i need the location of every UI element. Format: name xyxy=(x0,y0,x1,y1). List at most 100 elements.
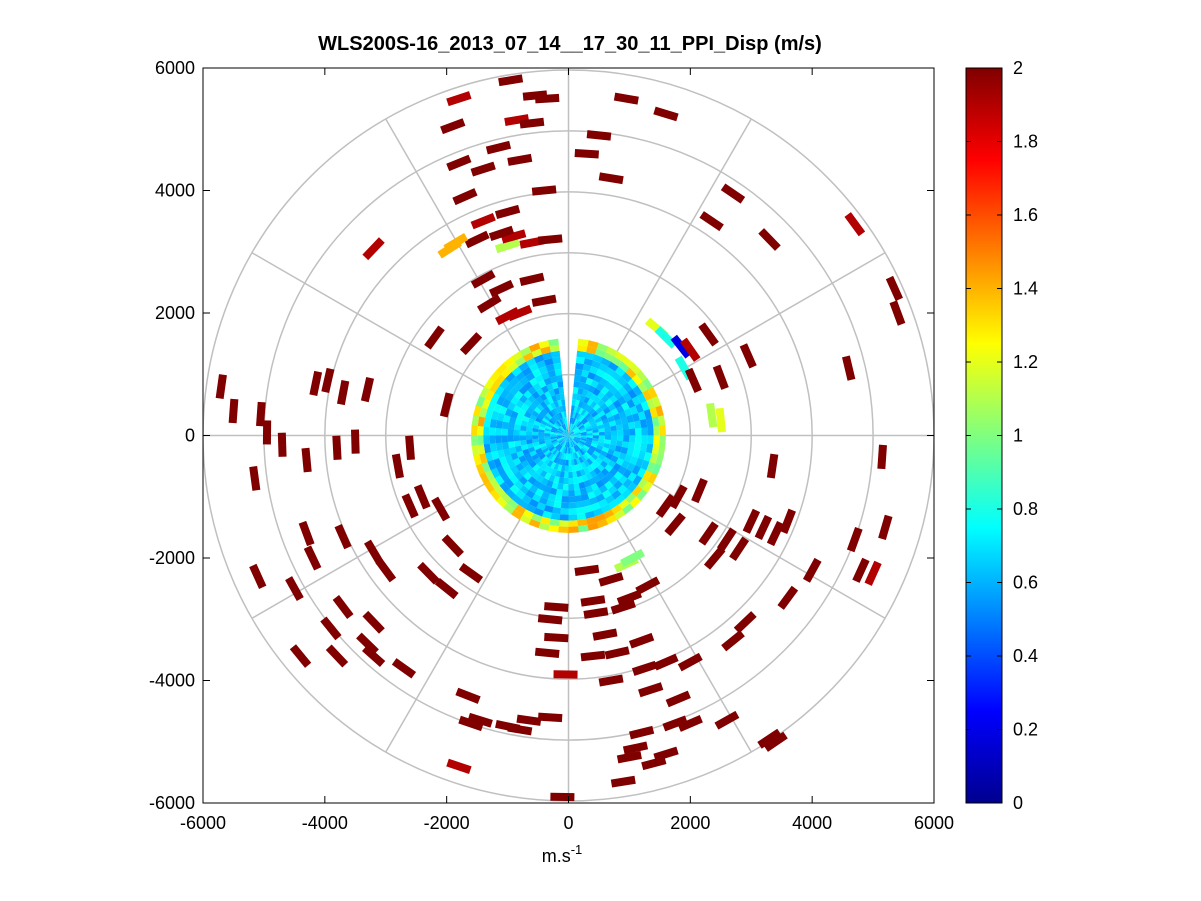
scan-cell xyxy=(507,441,515,449)
scan-cell xyxy=(659,435,666,446)
scan-cell xyxy=(590,379,599,388)
scan-cell xyxy=(651,444,660,455)
scan-cell xyxy=(578,456,584,464)
scan-cell xyxy=(526,426,533,432)
scan-cell xyxy=(568,435,573,441)
scan-cell xyxy=(647,472,658,485)
scan-cell xyxy=(573,438,580,443)
scan-cell xyxy=(647,435,654,445)
scan-cell xyxy=(577,423,584,429)
scan-cell xyxy=(551,381,559,390)
scan-cell xyxy=(610,356,623,367)
scan-cell xyxy=(604,430,612,436)
scan-cell xyxy=(541,477,549,486)
scan-cell xyxy=(535,417,543,424)
scan-cell xyxy=(624,454,633,463)
scan-cell xyxy=(600,357,612,367)
scan-cell xyxy=(578,441,585,447)
scan-cell xyxy=(612,462,622,472)
data-segment xyxy=(364,539,384,565)
scan-cell xyxy=(591,453,599,460)
scan-cell xyxy=(550,402,557,410)
data-segment xyxy=(362,610,385,634)
scan-cell xyxy=(632,474,643,486)
data-segment xyxy=(334,524,352,550)
scan-cell xyxy=(604,439,611,445)
data-segment xyxy=(739,343,757,369)
data-segment xyxy=(215,374,227,399)
scan-cell xyxy=(551,428,558,432)
scan-cell xyxy=(501,441,509,450)
scan-cell xyxy=(491,450,500,461)
data-segment xyxy=(498,74,524,87)
scan-cell xyxy=(524,464,533,473)
scan-cell xyxy=(551,426,558,431)
scan-cell xyxy=(598,363,609,373)
scan-cell xyxy=(562,484,569,491)
scan-cell xyxy=(562,459,566,466)
scan-cell xyxy=(475,463,486,476)
scan-cell xyxy=(494,475,505,486)
scan-cell xyxy=(557,483,564,490)
scan-cell xyxy=(563,435,569,440)
scan-cell xyxy=(479,453,488,465)
scan-cell xyxy=(582,446,589,452)
scan-cell xyxy=(640,400,650,411)
scan-cell xyxy=(540,462,548,471)
scan-cell xyxy=(584,451,592,459)
scan-cell xyxy=(568,459,572,466)
scan-cell xyxy=(601,394,610,403)
scan-cell xyxy=(551,481,559,490)
scan-cell xyxy=(534,457,542,465)
scan-cell xyxy=(590,462,598,470)
scan-cell xyxy=(516,413,524,421)
scan-cell xyxy=(568,435,574,440)
colorbar-tick-label: 0.4 xyxy=(1013,646,1038,666)
colorbar-ticks: 0 0.2 0.4 0.6 0.8 1 1.2 1.4 1.6 1.8 2 xyxy=(966,58,1038,813)
scan-cell xyxy=(575,413,581,420)
scan-cell xyxy=(556,406,561,414)
scan-cell xyxy=(566,447,569,454)
scan-cell xyxy=(543,449,551,456)
scan-cell xyxy=(525,372,535,382)
data-segment xyxy=(580,595,606,607)
scan-cell xyxy=(525,489,536,499)
data-segment xyxy=(544,632,569,643)
scan-cell xyxy=(483,435,490,445)
scan-cell xyxy=(598,438,605,444)
scan-cell xyxy=(580,417,587,424)
scan-cell xyxy=(605,494,616,505)
scan-cell xyxy=(556,434,563,436)
scan-cell xyxy=(596,399,605,407)
scan-cell xyxy=(580,438,587,442)
scan-cell xyxy=(629,428,636,436)
scan-cell xyxy=(618,410,627,419)
scan-cell xyxy=(566,429,569,436)
colorbar-tick-label: 2 xyxy=(1013,58,1023,78)
scan-cell xyxy=(627,388,638,399)
scan-cell xyxy=(579,487,588,496)
scan-cell xyxy=(628,421,636,430)
scan-cell xyxy=(532,464,541,472)
scan-cell xyxy=(559,471,565,478)
data-segment xyxy=(802,557,822,583)
scan-cell xyxy=(564,430,569,436)
scan-cell xyxy=(580,436,587,440)
scan-cell xyxy=(600,460,608,469)
scan-cell xyxy=(554,443,561,450)
data-segment xyxy=(285,576,304,602)
data-segment xyxy=(441,534,464,558)
scan-cell xyxy=(544,437,551,441)
data-segment xyxy=(754,514,773,541)
scan-cell xyxy=(507,361,519,373)
scan-cell xyxy=(521,366,532,377)
scan-cell xyxy=(546,480,554,488)
scan-cell xyxy=(541,408,549,416)
data-segment xyxy=(766,520,785,547)
x-tick-label: 0 xyxy=(563,813,573,833)
scan-cell xyxy=(579,415,585,422)
scan-cell xyxy=(568,435,571,442)
scan-cell xyxy=(568,430,573,436)
scan-cell xyxy=(510,410,519,419)
scan-cell xyxy=(564,435,569,440)
